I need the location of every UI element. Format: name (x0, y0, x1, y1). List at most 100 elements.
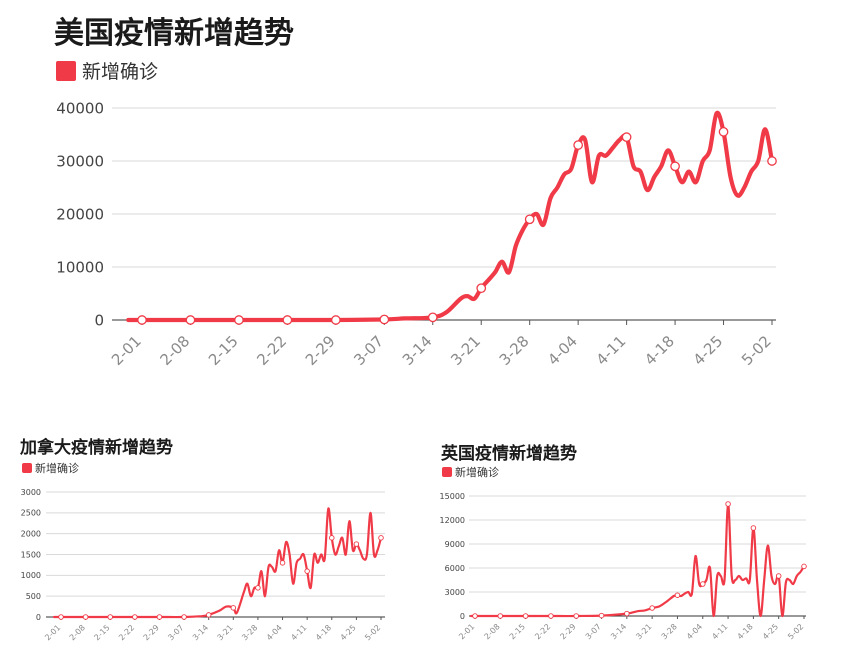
x-tick-label: 4-25 (690, 332, 727, 369)
data-point-marker (725, 501, 731, 507)
data-point-marker (674, 592, 681, 598)
y-tick-label: 1500 (21, 550, 41, 559)
y-tick-label: 9000 (445, 540, 465, 549)
us-chart-panel: 美国疫情新增趋势 新增确诊 0 10000 20000 30000 40000 2-01 2… (54, 16, 777, 369)
data-point-marker (330, 315, 341, 325)
data-point-marker (82, 614, 89, 620)
series-line (126, 110, 775, 323)
x-tick-label: 4-11 (289, 623, 308, 642)
x-tick-label: 3-14 (609, 622, 628, 641)
x-tick-label: 2-29 (302, 332, 339, 369)
x-tick-label: 4-18 (314, 623, 333, 642)
x-tick-label: 4-25 (761, 622, 780, 641)
data-point-marker (378, 535, 384, 541)
x-tick-label: 4-04 (544, 332, 581, 369)
x-tick-label: 3-21 (447, 332, 484, 369)
data-point-marker (230, 605, 237, 611)
legend-swatch-icon (22, 463, 32, 473)
y-tick-label: 10000 (56, 258, 104, 276)
data-point-marker (670, 161, 680, 172)
x-tick-label: 3-28 (496, 332, 533, 369)
x-tick-label: 2-08 (68, 623, 87, 642)
uk-chart-legend: 新增确诊 (442, 464, 499, 480)
canada-chart-legend: 新增确诊 (22, 460, 79, 476)
data-point-marker (750, 525, 757, 531)
canada-chart-title: 加拿大疫情新增趋势 (20, 438, 173, 458)
data-point-marker (524, 214, 535, 225)
data-point-marker (718, 127, 729, 137)
y-tick-label: 3000 (21, 488, 41, 497)
x-tick-label: 4-18 (641, 332, 678, 369)
legend-swatch-icon (56, 60, 76, 81)
x-tick-label: 3-07 (350, 332, 387, 369)
y-tick-label: 2500 (21, 509, 41, 518)
uk-chart-plot: 0 3000 6000 9000 12000 15000 2-01 2-08 2-15 2-22 2… (440, 492, 807, 641)
data-point-marker (181, 614, 187, 620)
data-point-marker (649, 605, 655, 611)
x-tick-label: 2-01 (108, 332, 145, 369)
us-chart-legend: 新增确诊 (56, 57, 158, 84)
legend-label: 新增确诊 (455, 466, 499, 479)
x-tick-label: 2-15 (92, 623, 111, 642)
data-point-marker (185, 315, 196, 325)
x-tick-label: 2-22 (117, 623, 136, 642)
y-tick-label: 30000 (56, 152, 104, 170)
x-tick-label: 2-08 (156, 332, 193, 369)
legend-swatch-icon (442, 467, 452, 477)
x-tick-label: 5-02 (738, 332, 775, 369)
y-tick-label: 15000 (440, 492, 465, 501)
data-point-marker (255, 585, 261, 591)
legend-label: 新增确诊 (82, 61, 159, 83)
legend-label: 新增确诊 (35, 462, 79, 475)
x-tick-label: 2-15 (508, 622, 527, 641)
data-point-marker (137, 315, 147, 325)
y-tick-label: 0 (94, 311, 104, 329)
data-point-marker (427, 312, 438, 323)
y-tick-label: 1000 (21, 571, 41, 580)
us-chart-title: 美国疫情新增趋势 (54, 16, 294, 51)
data-point-marker (379, 314, 390, 325)
y-tick-label: 12000 (440, 516, 465, 525)
canada-chart-plot: 0 500 1000 1500 2000 2500 3000 2-01 2-08 2-15 2-22… (21, 488, 385, 642)
x-tick-label: 4-11 (593, 332, 630, 369)
data-point-marker (548, 613, 554, 619)
x-tick-label: 4-25 (339, 623, 358, 642)
series-line (469, 502, 806, 618)
x-tick-label: 5-02 (363, 623, 382, 642)
y-tick-label: 3000 (445, 588, 465, 597)
x-tick-label: 2-22 (533, 622, 552, 641)
uk-chart-title: 英国疫情新增趋势 (441, 444, 577, 464)
y-tick-label: 2000 (21, 529, 41, 538)
x-tick-label: 4-04 (685, 622, 704, 641)
data-point-marker (522, 613, 529, 619)
canada-chart-panel: 加拿大疫情新增趋势 新增确诊 0 500 1000 1500 2000 2500 3000 2… (0, 420, 420, 671)
x-tick-label: 3-21 (216, 623, 235, 642)
data-point-marker (329, 535, 335, 541)
x-tick-label: 3-21 (634, 622, 653, 641)
x-tick-label: 3-28 (660, 622, 679, 641)
x-tick-label: 3-14 (191, 623, 210, 642)
data-point-marker (767, 156, 777, 166)
data-point-marker (700, 581, 706, 587)
data-point-marker (775, 573, 782, 579)
y-tick-label: 0 (36, 613, 41, 622)
uk-chart-panel: 英国疫情新增趋势 新增确诊 0 3000 6000 9000 12000 15000 2-0… (421, 420, 841, 671)
data-point-marker (107, 614, 113, 620)
data-point-marker (156, 614, 163, 620)
data-point-marker (497, 613, 504, 619)
data-point-marker (573, 140, 584, 150)
data-point-marker (476, 283, 487, 294)
x-tick-label: 2-01 (43, 623, 62, 642)
x-tick-label: 2-22 (253, 332, 290, 369)
data-point-marker (279, 560, 286, 566)
data-point-marker (132, 614, 138, 620)
x-tick-label: 5-02 (786, 622, 805, 641)
x-tick-label: 2-01 (457, 622, 476, 641)
data-point-marker (58, 614, 64, 620)
data-point-marker (353, 541, 360, 547)
y-tick-label: 500 (26, 592, 41, 601)
data-point-marker (801, 563, 807, 570)
us-chart-plot: 0 10000 20000 30000 40000 2-01 2-08 2-15 2-22 2-2… (56, 99, 777, 369)
x-tick-label: 2-15 (205, 332, 242, 369)
x-tick-label: 4-04 (265, 623, 284, 642)
